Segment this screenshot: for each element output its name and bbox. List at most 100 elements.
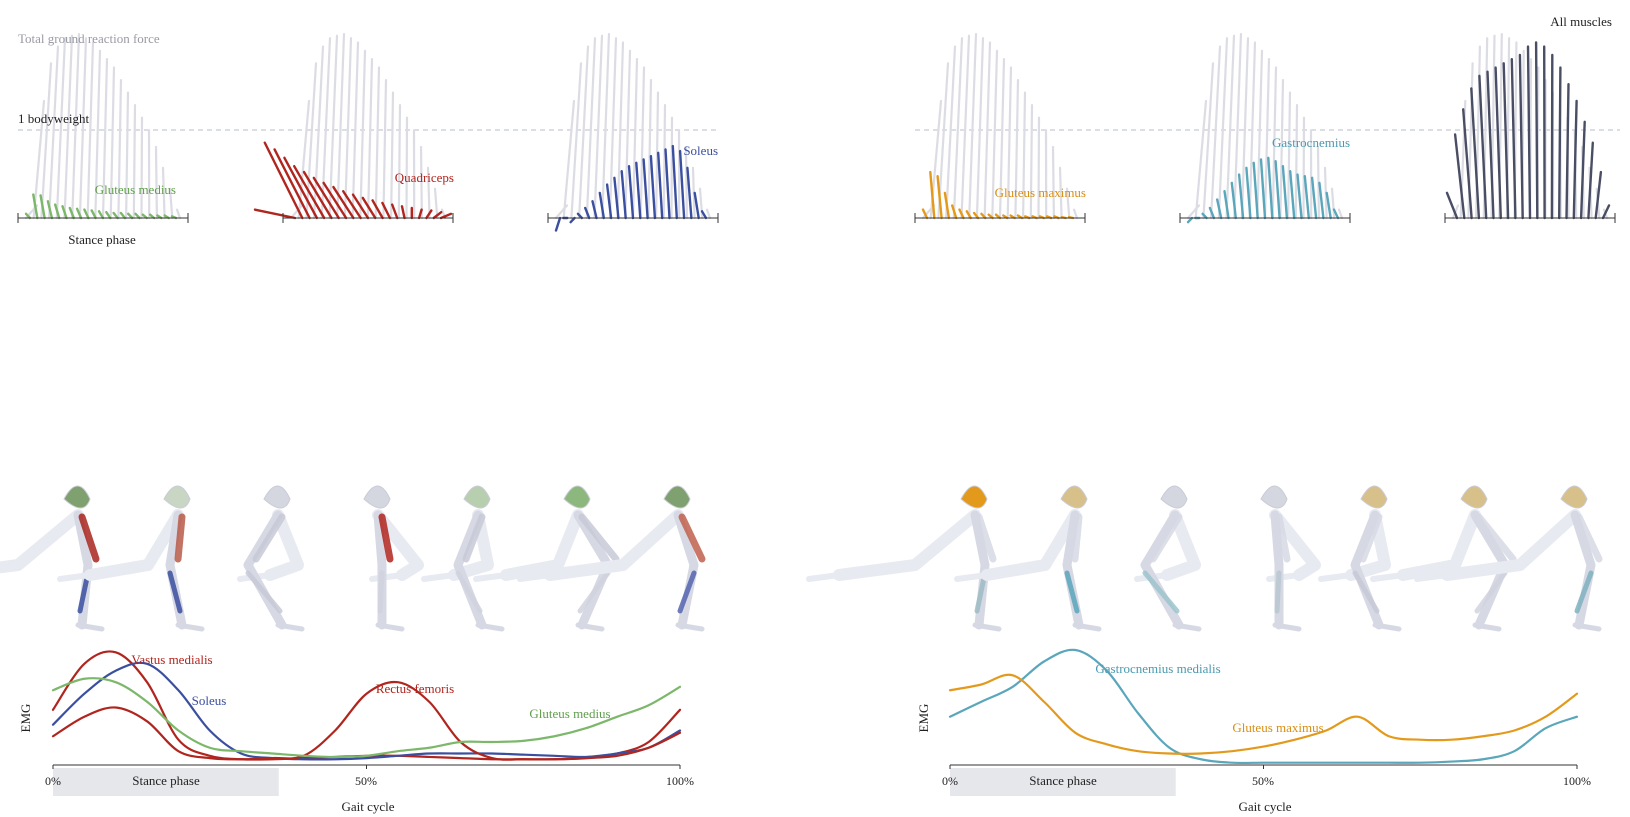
emg-line-soleus xyxy=(51,661,682,761)
grf-vector xyxy=(593,34,604,220)
grf-vector xyxy=(1240,37,1250,220)
tick-0-left: 0% xyxy=(45,774,61,788)
skeleton-figure xyxy=(0,485,105,632)
muscle-force-vector xyxy=(1510,57,1517,220)
grf-vector xyxy=(94,49,102,220)
muscle-force-vector xyxy=(1288,169,1296,220)
force-panel-gluteus-maximus-force xyxy=(914,32,1086,223)
skeleton-figure xyxy=(57,485,205,632)
muscle-force-vector xyxy=(1215,198,1223,220)
shank-muscle xyxy=(1142,570,1180,614)
grf-vector xyxy=(1330,187,1336,220)
stance-leg xyxy=(73,510,93,630)
muscle-force-vector xyxy=(90,209,97,220)
grf-vector xyxy=(624,49,632,220)
muscle-force-vector xyxy=(605,183,613,220)
shank-muscle xyxy=(1574,570,1594,614)
pelvis xyxy=(563,485,591,509)
muscle-force-vector xyxy=(1526,45,1532,220)
stance-leg xyxy=(243,510,287,630)
grf-vector xyxy=(944,45,957,220)
muscle-force-vector xyxy=(119,211,127,220)
muscle-force-vector xyxy=(1274,159,1281,220)
shank-muscle xyxy=(377,570,385,614)
shank-muscle xyxy=(677,570,697,614)
swing-leg xyxy=(981,509,1081,581)
force-panels xyxy=(17,32,1620,232)
thigh-muscle xyxy=(462,513,486,563)
swing-foot xyxy=(1370,572,1406,582)
swing-foot xyxy=(954,572,990,582)
grf-vector xyxy=(63,34,74,220)
muscle-force-vector xyxy=(1587,141,1595,220)
grf-vector xyxy=(654,91,660,220)
muscle-force-vector xyxy=(1332,208,1340,220)
muscle-force-vector xyxy=(1470,87,1481,220)
pelvis xyxy=(263,485,291,509)
grf-vector xyxy=(1209,45,1222,220)
muscle-force-vector xyxy=(1281,164,1289,220)
muscle-force-vector xyxy=(381,201,392,220)
muscle-force-vector xyxy=(635,161,642,220)
skeleton-figure xyxy=(237,485,305,632)
muscle-force-vector xyxy=(929,170,936,220)
muscle-force-vector xyxy=(576,212,584,220)
grf-vector xyxy=(359,49,367,220)
force-panel-quadriceps-force xyxy=(253,32,454,223)
grf-vector xyxy=(40,62,53,220)
foot xyxy=(1072,622,1102,632)
foot xyxy=(1572,622,1602,632)
grf-vector xyxy=(419,145,423,220)
all-muscles-label: All muscles xyxy=(1550,14,1612,29)
grf-vector xyxy=(983,41,992,220)
muscle-force-vector xyxy=(972,211,980,220)
muscle-force-vector xyxy=(943,191,951,220)
grf-vector xyxy=(175,208,182,220)
muscle-force-vector xyxy=(391,203,399,220)
muscle-force-vector xyxy=(1565,83,1570,220)
thigh-muscle xyxy=(378,513,394,563)
muscle-force-vector xyxy=(1325,191,1332,220)
grf-vector xyxy=(577,45,590,220)
thigh-muscle xyxy=(678,513,706,563)
swing-leg xyxy=(833,509,981,581)
grf-vector xyxy=(1051,145,1056,220)
skeleton-figure xyxy=(421,485,505,632)
grf-vector xyxy=(647,78,653,220)
muscle-force-vector xyxy=(1453,133,1466,220)
grf-vector xyxy=(1037,116,1041,220)
shank-muscle xyxy=(245,570,283,614)
label-soleus: Soleus xyxy=(683,143,718,158)
muscle-force-vector xyxy=(68,206,76,220)
bodyweight-label: 1 bodyweight xyxy=(18,111,90,126)
foot xyxy=(1272,622,1302,632)
swing-foot xyxy=(1266,572,1302,582)
shank-muscle xyxy=(577,570,611,614)
muscle-force-vector xyxy=(1245,166,1252,220)
skeleton-figure xyxy=(1414,485,1603,632)
muscle-force-vector xyxy=(1478,74,1488,220)
emg-axis-label-left: EMG xyxy=(18,704,33,733)
muscle-force-vector xyxy=(678,149,686,220)
swing-leg xyxy=(1397,509,1481,581)
muscle-force-vector xyxy=(141,213,149,220)
grf-vector xyxy=(328,34,339,220)
thigh-muscle xyxy=(1071,513,1083,563)
grf-vector xyxy=(343,37,353,220)
muscle-force-vector xyxy=(134,212,141,220)
muscle-force-vector xyxy=(253,208,297,220)
grf-vector xyxy=(382,78,388,220)
swing-foot xyxy=(517,572,553,582)
swing-leg xyxy=(84,509,184,581)
grf-vector xyxy=(975,37,985,220)
grf-vector xyxy=(1065,187,1071,220)
muscle-force-vector xyxy=(1259,158,1267,220)
grf-vector xyxy=(616,41,625,220)
muscle-force-vector xyxy=(657,151,664,220)
grf-vector xyxy=(991,49,999,220)
muscle-force-vector xyxy=(649,154,657,220)
grf-vector xyxy=(601,32,611,220)
swing-foot xyxy=(1318,572,1354,582)
swing-leg xyxy=(500,509,584,581)
